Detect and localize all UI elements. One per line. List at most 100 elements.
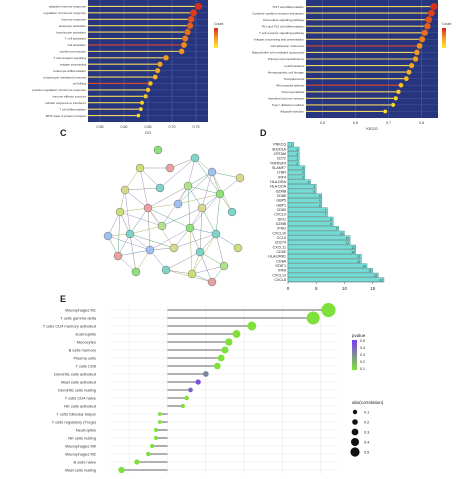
network-node: [211, 229, 221, 239]
x-tick-label: 0.5: [320, 121, 325, 125]
y-tick-label: T cell receptor signaling pathway: [259, 31, 304, 35]
network-edge: [159, 157, 196, 189]
gene-label: PRKCQ: [273, 143, 286, 147]
bar: [287, 156, 300, 161]
network-edge: [187, 157, 196, 187]
lollipop-dot: [406, 69, 412, 75]
y-tick-label: Hematopoietic cell lineage: [268, 70, 304, 74]
legend-color-step: [214, 34, 218, 37]
legend-color-step: [352, 361, 357, 363]
network-edge: [215, 233, 239, 249]
network-edge: [147, 185, 189, 209]
legend-size-dot: [351, 428, 359, 436]
network-edge: [139, 167, 161, 189]
bar-value-label: 6: [319, 203, 321, 207]
bar-value-label: 6: [319, 194, 321, 198]
network-edge: [129, 207, 149, 235]
legend-color-step: [352, 358, 357, 360]
bar-value-label: 8: [330, 222, 332, 226]
legend-color-step: [352, 365, 357, 368]
bar: [287, 254, 362, 259]
lollipop-dot: [138, 107, 143, 112]
legend-color-step: [442, 32, 446, 35]
lollipop-dot: [147, 80, 153, 86]
legend-color-step: [352, 349, 357, 351]
lollipop-dot: [154, 436, 158, 440]
legend-title: Count: [442, 22, 451, 26]
network-edge: [201, 207, 217, 235]
network-edge: [189, 227, 201, 253]
cell-type-label: T cells regulatory (Tregs): [52, 419, 97, 424]
network-edge: [129, 233, 175, 249]
legend-color-step: [352, 350, 357, 353]
y-tick-label: cell killing: [73, 82, 87, 86]
legend-color-step: [214, 38, 218, 41]
gene-label: CD80: [277, 208, 286, 212]
bar: [287, 221, 334, 226]
bar: [287, 202, 323, 208]
gene-label: CD72: [277, 157, 286, 161]
gene-label: SH2D1A: [272, 147, 287, 151]
bar-value-label: 2: [297, 147, 299, 151]
bar: [287, 249, 356, 254]
lollipop-dot: [118, 466, 125, 474]
bar: [287, 160, 300, 166]
legend-size-dot: [352, 409, 358, 415]
bar-value-label: 3: [302, 166, 304, 170]
bar: [287, 198, 323, 203]
panel-b-chart: 0.5 0.6 0.7 0.8 KEGG Th17 cell differentiatio…: [252, 0, 451, 131]
network-node: [135, 163, 145, 173]
network-edge: [211, 171, 241, 179]
lollipop-dot: [393, 96, 399, 101]
legend-color-step: [214, 44, 218, 47]
network-edge: [199, 233, 217, 253]
bar: [287, 142, 294, 147]
network-edge: [215, 193, 221, 235]
bar-value-label: 16: [374, 273, 378, 277]
y-tick-label: Cytokine-cytokine receptor interaction: [252, 11, 304, 15]
cell-type-label: T cells CD4 memory activated: [43, 323, 96, 328]
lollipop-dot: [145, 87, 151, 93]
network-edge: [124, 189, 131, 235]
panel-a-chart: 0.55 0.60 0.65 0.70 0.75 GO adaptive immune re…: [32, 0, 223, 135]
x-tick-label: 0.6: [353, 121, 358, 125]
legend-color-step: [214, 42, 218, 45]
legend-size-tick: 0.2: [364, 420, 369, 424]
network-edge: [187, 185, 191, 229]
network-edge: [169, 157, 196, 169]
network-edge: [119, 207, 149, 213]
lollipop-dot: [418, 36, 426, 43]
y-tick-label: immune response: [61, 17, 86, 21]
legend-pvalue-tick: 0.1: [360, 367, 365, 371]
lollipop-dot: [225, 338, 233, 346]
cell-type-label: Plasma cells: [74, 355, 96, 360]
cell-type-label: NK cells resting: [68, 435, 96, 440]
bar: [287, 272, 379, 278]
lollipop-dot: [195, 379, 201, 385]
bar: [287, 263, 368, 268]
legend-color-step: [442, 38, 446, 41]
legend-pvalue-tick: 0.3: [360, 353, 365, 357]
network-edge: [199, 251, 213, 283]
legend-size-tick: 0.5: [364, 450, 369, 454]
lollipop-dot: [383, 109, 388, 114]
x-axis-label: GO: [145, 130, 151, 135]
network-node: [120, 185, 130, 195]
network-node: [235, 173, 245, 183]
legend-color-step: [352, 356, 357, 359]
legend-size-tick: 0.3: [364, 430, 369, 434]
lollipop-dot: [154, 67, 161, 74]
bar-value-label: 11: [346, 236, 349, 240]
y-tick-label: T cell activation: [65, 37, 87, 41]
legend-color-step: [442, 30, 446, 33]
legend-color-step: [442, 46, 446, 49]
bar: [287, 146, 300, 152]
bar-value-label: 4: [308, 180, 310, 184]
bar-value-label: 8: [330, 217, 332, 221]
cell-type-label: T cells gamma delta: [60, 315, 96, 320]
bar: [287, 244, 356, 250]
lollipop-dot: [232, 330, 241, 338]
bar: [287, 258, 362, 264]
gene-label: CXCL11: [273, 245, 286, 249]
bar-value-label: 3: [302, 171, 304, 175]
